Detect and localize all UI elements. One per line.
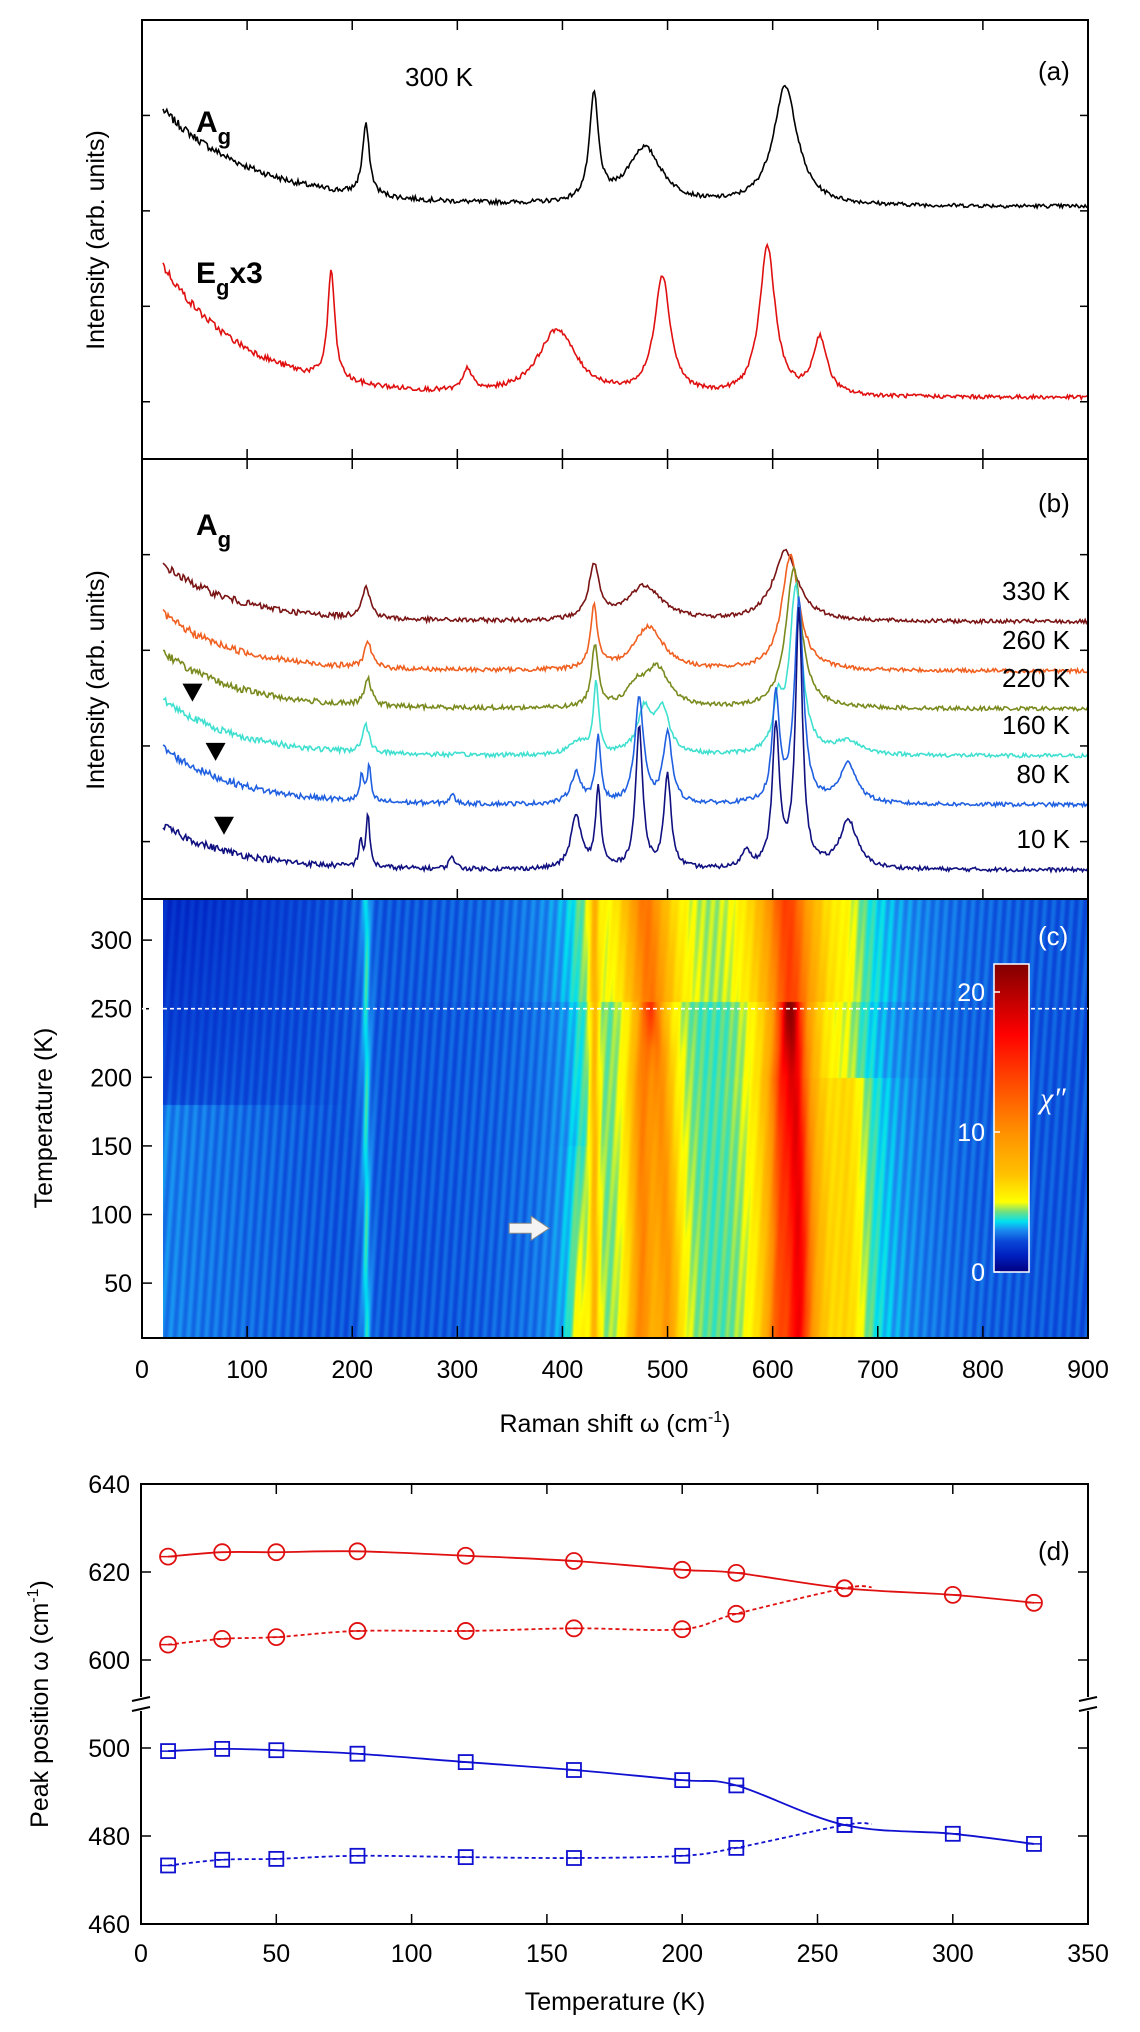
y-tick-label: 300 — [90, 927, 132, 955]
panel-d-ylabel: Peak position ω (cm-1) — [25, 1580, 54, 1828]
arrow-icon — [508, 1215, 551, 1242]
x-tick-label: 0 — [135, 1356, 149, 1384]
x-tick-label: 700 — [857, 1356, 899, 1384]
temperature-label: 80 K — [1017, 759, 1071, 789]
triangle-marker-icon — [213, 816, 234, 835]
series-line — [167, 1550, 1035, 1604]
x-tick-label: 300 — [436, 1356, 478, 1384]
spectrum-a-1 — [162, 242, 1088, 402]
x-tick-label: 300 — [932, 1940, 974, 1968]
axis-break-icon — [1078, 1696, 1098, 1702]
heatmap-panel-c — [163, 899, 1088, 1338]
spectrum-a-0 — [162, 84, 1089, 211]
axis-break-icon — [131, 1696, 151, 1702]
y-tick-label: 250 — [90, 996, 132, 1024]
spectrum-b-5 — [162, 606, 1089, 874]
spectrum-b-1 — [162, 553, 1088, 675]
colorbar — [993, 963, 1030, 1273]
panel-d-xlabel: Temperature (K) — [525, 1988, 706, 2016]
x-tick-label: 150 — [526, 1940, 568, 1968]
axis-break-gap — [1084, 1697, 1092, 1711]
y-tick-label: 460 — [88, 1911, 130, 1939]
panel-c-frame — [141, 898, 1089, 1339]
y-tick-label: 600 — [88, 1647, 130, 1675]
axis-break-gap — [137, 1697, 145, 1711]
panel-c-label: (c) — [1038, 921, 1068, 951]
x-tick-label: 800 — [962, 1356, 1004, 1384]
panel-a-ylabel: Intensity (arb. units) — [82, 130, 110, 350]
temperature-label: 160 K — [1002, 710, 1071, 740]
panel-b-label: (b) — [1038, 488, 1070, 518]
x-tick-label: 350 — [1067, 1940, 1109, 1968]
temperature-label: 220 K — [1002, 663, 1071, 693]
panel-b-ylabel: Intensity (arb. units) — [82, 570, 110, 790]
triangle-marker-icon — [205, 742, 226, 761]
y-tick-label: 50 — [104, 1270, 132, 1298]
y-tick-label: 500 — [88, 1735, 130, 1763]
x-tick-label: 50 — [262, 1940, 290, 1968]
y-tick-label: 620 — [88, 1559, 130, 1587]
panel-a-title: 300 K — [405, 62, 474, 92]
x-tick-label: 900 — [1067, 1356, 1109, 1384]
colorbar-tick-label: 10 — [957, 1119, 985, 1147]
panel-frame — [141, 458, 1089, 900]
x-tick-label: 200 — [661, 1940, 703, 1968]
x-tick-label: 0 — [134, 1940, 148, 1968]
spectrum-b-4 — [162, 596, 1089, 809]
x-tick-label: 400 — [542, 1356, 584, 1384]
y-tick-label: 480 — [88, 1823, 130, 1851]
series-line — [167, 1585, 872, 1646]
triangle-marker-icon — [182, 683, 203, 702]
axis-break-icon — [1078, 1706, 1098, 1712]
axis-break-icon — [131, 1706, 151, 1712]
y-tick-label: 200 — [90, 1064, 132, 1092]
x-tick-label: 100 — [226, 1356, 268, 1384]
colorbar-tick-label: 0 — [971, 1259, 985, 1287]
x-tick-label: 250 — [797, 1940, 839, 1968]
y-tick-label: 640 — [88, 1471, 130, 1499]
panel-b-ag-label: Ag — [196, 509, 231, 552]
temperature-label: 10 K — [1017, 824, 1071, 854]
panel-frame — [141, 19, 1089, 460]
temperature-label: 260 K — [1002, 625, 1071, 655]
panel-c-ylabel: Temperature (K) — [30, 1028, 58, 1209]
y-tick-label: 100 — [90, 1202, 132, 1230]
panel-c-xlabel: Raman shift ω (cm-1) — [499, 1409, 730, 1438]
x-tick-label: 200 — [331, 1356, 373, 1384]
series-line — [167, 1822, 872, 1867]
x-tick-label: 100 — [391, 1940, 433, 1968]
y-tick-label: 150 — [90, 1133, 132, 1161]
spectrum-b-3 — [162, 580, 1089, 760]
panel-a-label: (a) — [1038, 56, 1070, 86]
ag-series-label: Ag — [196, 106, 231, 149]
x-tick-label: 600 — [752, 1356, 794, 1384]
spectrum-b-2 — [163, 565, 1089, 713]
temperature-label: 330 K — [1002, 576, 1071, 606]
spectrum-b-0 — [162, 548, 1089, 626]
colorbar-tick-label: 20 — [957, 979, 985, 1007]
colorbar-label: χ″ — [1037, 1082, 1066, 1115]
eg-series-label: Egx3 — [196, 257, 263, 300]
series-line — [168, 1747, 1035, 1845]
x-tick-label: 500 — [647, 1356, 689, 1384]
panel-d-label: (d) — [1038, 1536, 1070, 1566]
